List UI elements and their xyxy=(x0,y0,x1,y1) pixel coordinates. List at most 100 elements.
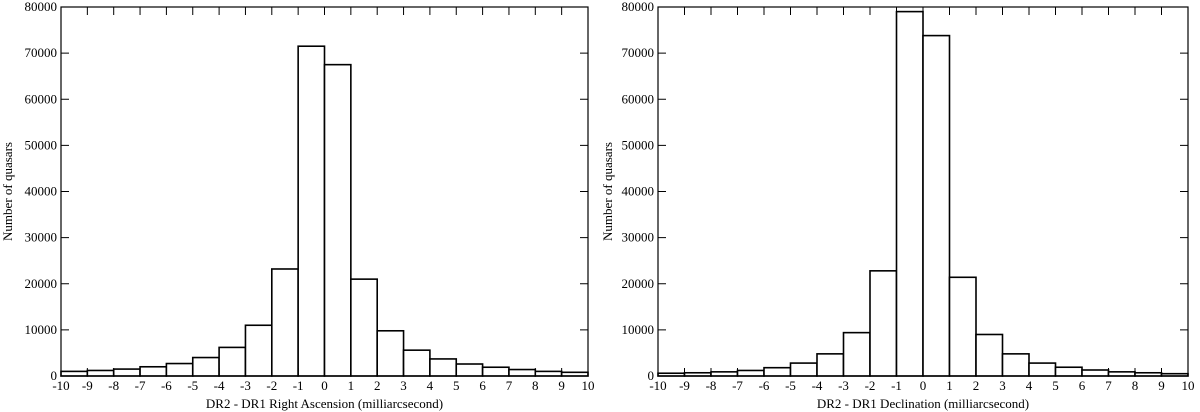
x-tick-label: -3 xyxy=(838,378,849,393)
x-tick-label: 1 xyxy=(946,378,953,393)
x-tick-label: 1 xyxy=(348,378,355,393)
x-tick-label: -9 xyxy=(82,378,93,393)
histogram-bar xyxy=(895,10,924,377)
x-tick-label: -10 xyxy=(649,378,666,393)
histogram-bar xyxy=(816,353,845,377)
histogram-bar xyxy=(376,329,405,377)
histogram-bar xyxy=(402,349,431,377)
histogram-bar xyxy=(789,362,818,377)
x-tick-label: 7 xyxy=(506,378,513,393)
histogram-bar xyxy=(270,268,299,377)
x-tick-label: 9 xyxy=(1158,378,1165,393)
y-tick-label: 30000 xyxy=(25,230,58,245)
x-tick-label: 3 xyxy=(400,378,407,393)
histogram-bar xyxy=(736,369,765,377)
histogram-bar xyxy=(1001,353,1030,377)
x-tick-label: -10 xyxy=(52,378,69,393)
y-tick-label: 60000 xyxy=(25,91,58,106)
histogram-bar xyxy=(297,45,326,377)
y-tick-label: 80000 xyxy=(622,0,655,14)
histogram-bar xyxy=(218,346,247,377)
histogram-bar xyxy=(1028,362,1057,377)
x-tick-label: 10 xyxy=(1182,378,1195,393)
x-tick-label: -7 xyxy=(732,378,743,393)
x-tick-label: 7 xyxy=(1105,378,1112,393)
x-tick-label: -6 xyxy=(161,378,172,393)
x-tick-label: 5 xyxy=(1052,378,1059,393)
histogram-bar xyxy=(112,368,141,377)
y-tick-label: 20000 xyxy=(25,276,58,291)
x-tick-label: -9 xyxy=(679,378,690,393)
x-tick-label: -8 xyxy=(108,378,119,393)
x-tick-label: -2 xyxy=(865,378,876,393)
histogram-bar xyxy=(1054,366,1083,377)
y-tick-label: 70000 xyxy=(25,45,58,60)
x-tick-label: -7 xyxy=(135,378,146,393)
y-tick-label: 40000 xyxy=(622,184,655,199)
histogram-bar xyxy=(139,365,168,377)
x-axis-label: DR2 - DR1 Declination (milliarcsecond) xyxy=(817,396,1029,411)
y-tick-label: 10000 xyxy=(25,322,58,337)
x-tick-label: 8 xyxy=(1132,378,1139,393)
histogram-bar xyxy=(842,331,871,377)
x-tick-label: 3 xyxy=(999,378,1006,393)
x-tick-label: 2 xyxy=(973,378,980,393)
x-tick-label: 6 xyxy=(479,378,486,393)
x-tick-label: -3 xyxy=(240,378,251,393)
histogram-bar xyxy=(763,366,792,377)
x-tick-label: -4 xyxy=(214,378,225,393)
x-tick-label: 8 xyxy=(532,378,539,393)
x-tick-label: -5 xyxy=(187,378,198,393)
x-tick-label: -6 xyxy=(759,378,770,393)
y-tick-label: 60000 xyxy=(622,91,655,106)
histogram-bar xyxy=(86,369,115,377)
y-tick-label: 50000 xyxy=(622,137,655,152)
y-tick-label: 20000 xyxy=(622,276,655,291)
x-tick-label: -4 xyxy=(812,378,823,393)
x-tick-label: 0 xyxy=(920,378,927,393)
x-tick-label: 9 xyxy=(558,378,565,393)
x-tick-label: 5 xyxy=(453,378,460,393)
histogram-bar xyxy=(1081,369,1110,377)
histogram-bar xyxy=(869,270,898,377)
y-tick-label: 10000 xyxy=(622,322,655,337)
histogram-bar xyxy=(481,366,510,377)
x-tick-label: -1 xyxy=(891,378,902,393)
y-tick-label: 80000 xyxy=(25,0,58,14)
y-tick-label: 40000 xyxy=(25,184,58,199)
x-tick-label: -1 xyxy=(293,378,304,393)
x-tick-label: 4 xyxy=(427,378,434,393)
x-tick-label: -5 xyxy=(785,378,796,393)
y-tick-label: 0 xyxy=(51,368,58,383)
x-tick-label: 6 xyxy=(1079,378,1086,393)
histogram-bar xyxy=(922,34,951,377)
histogram-bar xyxy=(1107,371,1136,377)
x-axis-label: DR2 - DR1 Right Ascension (milliarcsecon… xyxy=(206,396,443,411)
histogram-bar xyxy=(508,368,537,377)
x-tick-label: 10 xyxy=(582,378,595,393)
x-tick-label: -8 xyxy=(706,378,717,393)
y-tick-label: 0 xyxy=(648,368,655,383)
x-tick-label: 2 xyxy=(374,378,381,393)
y-tick-label: 70000 xyxy=(622,45,655,60)
histogram-bar xyxy=(191,356,220,377)
histogram-bar xyxy=(323,63,352,377)
y-tick-label: 30000 xyxy=(622,230,655,245)
histogram-bar xyxy=(534,370,563,377)
histogram-bar xyxy=(975,333,1004,377)
histogram-bar xyxy=(244,324,273,377)
y-axis-label: Number of quasars xyxy=(0,142,15,241)
y-axis-label: Number of quasars xyxy=(600,142,615,241)
histogram-bar xyxy=(350,278,379,377)
x-tick-label: 4 xyxy=(1026,378,1033,393)
histogram-bar xyxy=(710,371,739,377)
x-tick-label: -2 xyxy=(266,378,277,393)
histogram-bar xyxy=(165,362,194,377)
histogram-bar xyxy=(455,363,484,377)
histogram-bar xyxy=(60,370,89,377)
histogram-bar xyxy=(948,276,977,377)
histogram-bar xyxy=(429,358,458,377)
y-tick-label: 50000 xyxy=(25,137,58,152)
x-tick-label: 0 xyxy=(321,378,328,393)
